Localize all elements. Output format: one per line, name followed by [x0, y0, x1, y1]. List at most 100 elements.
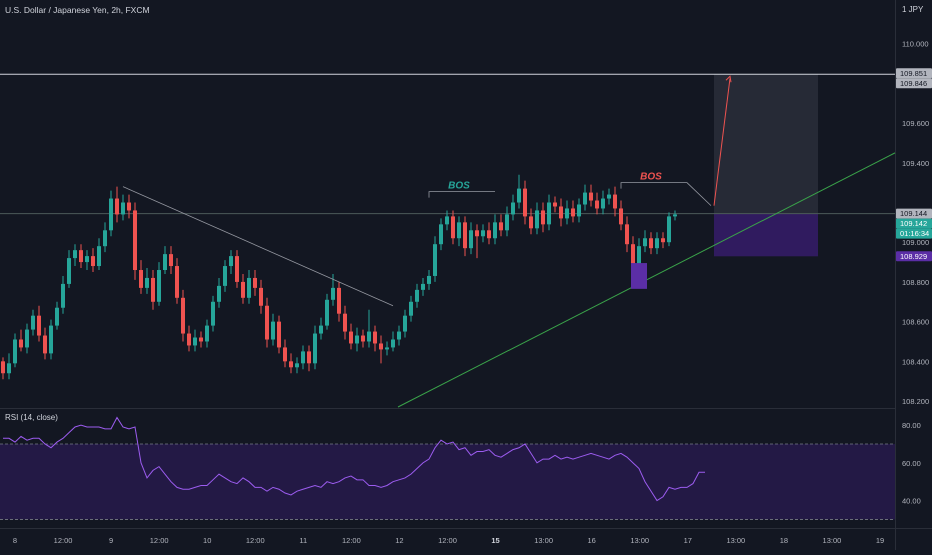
candle-body — [103, 230, 107, 247]
candle-body — [541, 210, 545, 225]
candle-body — [637, 246, 641, 265]
price-label-tag — [896, 218, 932, 229]
rsi-title[interactable]: RSI (14, close) — [5, 413, 58, 422]
candle-body — [559, 206, 563, 219]
time-tick-label: 13:00 — [534, 536, 553, 545]
candle-body — [25, 329, 29, 348]
candle-body — [313, 333, 317, 364]
descending-trendline — [122, 186, 394, 307]
time-tick-label: 11 — [299, 536, 307, 545]
candle-body — [595, 200, 599, 209]
time-tick-label: 9 — [109, 536, 113, 545]
candle-body — [115, 198, 119, 215]
candle-body — [391, 339, 395, 348]
candle-body — [379, 343, 383, 350]
candle-body — [445, 216, 449, 225]
price-label-text: 109.142 — [900, 219, 927, 228]
candle-body — [613, 194, 617, 209]
candle-body — [277, 321, 281, 348]
candle-body — [205, 325, 209, 342]
candle-body — [349, 331, 353, 344]
candle-body — [589, 192, 593, 201]
candle-body — [175, 266, 179, 298]
time-tick-label: 12 — [395, 536, 403, 545]
candle-body — [469, 230, 473, 249]
candle-body — [193, 337, 197, 346]
candle-body — [265, 305, 269, 340]
candle-body — [343, 313, 347, 332]
candle-body — [259, 287, 263, 306]
candle-body — [271, 321, 275, 340]
price-label-text: 109.144 — [900, 209, 927, 218]
candle-body — [49, 325, 53, 354]
candle-body — [1, 361, 5, 374]
currency-label: 1 JPY — [902, 5, 924, 14]
candle-body — [325, 299, 329, 326]
candle-body — [73, 250, 77, 259]
candle-body — [655, 238, 659, 249]
candle-body — [523, 188, 527, 217]
candle-body — [187, 333, 191, 346]
candle-body — [463, 222, 467, 249]
candle-body — [601, 198, 605, 209]
price-tick-label: 108.200 — [902, 397, 929, 406]
projection-target-box — [714, 74, 818, 214]
rsi-pane — [0, 416, 895, 520]
candle-body — [631, 244, 635, 265]
candle-body — [673, 214, 677, 217]
candle-body — [157, 270, 161, 302]
candle-body — [67, 258, 71, 284]
rsi-series-line — [3, 416, 705, 502]
candle-body — [217, 285, 221, 302]
candle-body — [307, 351, 311, 364]
time-tick-label: 17 — [684, 536, 692, 545]
price-tick-label: 108.800 — [902, 278, 929, 287]
candle-body — [319, 325, 323, 334]
bos-label-2: BOS — [640, 172, 662, 183]
price-label-tag — [896, 228, 932, 239]
symbol-title[interactable]: U.S. Dollar / Japanese Yen, 2h, FXCM — [5, 5, 150, 15]
candle-body — [583, 192, 587, 205]
projection-arrow — [713, 78, 731, 206]
candle-body — [403, 315, 407, 332]
candle-body — [385, 347, 389, 350]
price-label-tag — [896, 251, 932, 262]
candle-body — [625, 224, 629, 245]
time-tick-label: 12:00 — [246, 536, 265, 545]
candle-body — [553, 202, 557, 207]
candle-body — [121, 202, 125, 215]
candle-body — [493, 222, 497, 239]
candle-body — [235, 256, 239, 282]
candle-body — [37, 315, 41, 336]
candle-body — [19, 339, 23, 348]
time-tick-label: 12:00 — [150, 536, 169, 545]
time-tick-label: 13:00 — [726, 536, 745, 545]
candle-body — [457, 222, 461, 239]
candle-body — [211, 301, 215, 326]
candle-body — [565, 208, 569, 219]
bos-line-1 — [428, 191, 495, 198]
candle-body — [241, 281, 245, 298]
candle-body — [481, 230, 485, 237]
time-tick-label: 13:00 — [630, 536, 649, 545]
rsi-tick-label: 40.00 — [902, 497, 921, 506]
candle-body — [295, 363, 299, 368]
price-tick-label: 108.400 — [902, 357, 929, 366]
projection-stop-box — [714, 213, 818, 257]
candle-body — [139, 270, 143, 288]
candle-body — [133, 210, 137, 271]
price-label-tag — [896, 68, 932, 79]
price-label-text: 109.846 — [900, 79, 927, 88]
candle-body — [529, 216, 533, 229]
candles — [1, 174, 677, 380]
candle-body — [169, 254, 173, 267]
projection-arrowhead — [725, 75, 732, 83]
candle-body — [43, 335, 47, 354]
candle-body — [499, 222, 503, 231]
candle-body — [247, 277, 251, 298]
candle-body — [535, 210, 539, 229]
bos-line-2 — [620, 182, 712, 206]
